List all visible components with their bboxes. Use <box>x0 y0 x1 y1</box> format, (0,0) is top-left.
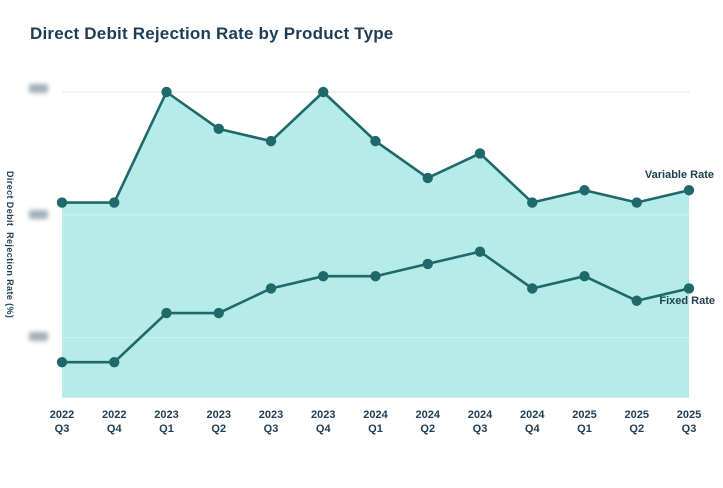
x-tick-label: 2022 Q4 <box>102 409 127 435</box>
x-tick-label: 2025 Q3 <box>676 409 702 435</box>
data-point-fixed-rate[interactable] <box>370 271 381 282</box>
data-point-variable-rate[interactable] <box>474 148 486 159</box>
data-point-variable-rate[interactable] <box>683 185 695 196</box>
data-point-fixed-rate[interactable] <box>422 258 433 270</box>
x-tick-label: 2024 Q2 <box>415 409 440 435</box>
x-tick-label: 2024 Q3 <box>467 409 493 435</box>
data-point-fixed-rate[interactable] <box>213 307 224 319</box>
y-tick-redacted <box>29 332 48 341</box>
data-point-variable-rate[interactable] <box>318 86 329 98</box>
data-point-fixed-rate[interactable] <box>474 246 486 257</box>
series-label-fixed-rate: Fixed Rate <box>659 295 715 307</box>
data-point-variable-rate[interactable] <box>631 197 642 208</box>
data-point-variable-rate[interactable] <box>265 135 277 147</box>
x-tick-label: 2024 Q4 <box>520 409 545 435</box>
x-tick-label: 2025 Q1 <box>572 409 597 435</box>
data-point-fixed-rate[interactable] <box>318 271 329 282</box>
data-point-fixed-rate[interactable] <box>56 356 68 368</box>
data-point-fixed-rate[interactable] <box>683 283 695 294</box>
data-point-fixed-rate[interactable] <box>527 283 538 294</box>
x-tick-label: 2023 Q3 <box>258 409 284 435</box>
series-label-variable-rate: Variable Rate <box>644 169 714 181</box>
data-point-variable-rate[interactable] <box>579 185 590 196</box>
x-tick-label: 2025 Q2 <box>624 409 649 435</box>
x-tick-label: 2022 Q3 <box>49 409 75 435</box>
y-axis-label: Direct Debit Rejection Rate (%) <box>5 171 15 319</box>
x-tick-label: 2024 Q1 <box>363 409 388 435</box>
data-point-variable-rate[interactable] <box>370 135 381 147</box>
data-point-fixed-rate[interactable] <box>109 356 120 368</box>
x-tick-label: 2023 Q4 <box>311 409 336 435</box>
data-point-variable-rate[interactable] <box>161 86 172 98</box>
x-axis-labels: 2022 Q3 2022 Q4 2023 Q1 2023 Q2 2023 Q3 2023 Q4 2024… <box>0 408 723 442</box>
chart-title: Direct Debit Rejection Rate by Product T… <box>30 24 394 43</box>
y-tick-redacted <box>29 210 48 219</box>
y-tick-redacted <box>29 84 48 93</box>
data-point-variable-rate[interactable] <box>422 172 433 184</box>
data-point-fixed-rate[interactable] <box>161 307 172 319</box>
data-point-variable-rate[interactable] <box>109 197 120 208</box>
data-point-variable-rate[interactable] <box>527 197 538 208</box>
area-fill <box>62 92 689 398</box>
x-tick-label: 2023 Q2 <box>206 409 231 435</box>
data-point-fixed-rate[interactable] <box>265 283 277 294</box>
data-point-fixed-rate[interactable] <box>579 271 590 282</box>
data-point-variable-rate[interactable] <box>213 123 224 135</box>
data-point-variable-rate[interactable] <box>56 197 68 208</box>
x-tick-label: 2023 Q1 <box>154 409 179 435</box>
data-point-fixed-rate[interactable] <box>631 295 642 306</box>
